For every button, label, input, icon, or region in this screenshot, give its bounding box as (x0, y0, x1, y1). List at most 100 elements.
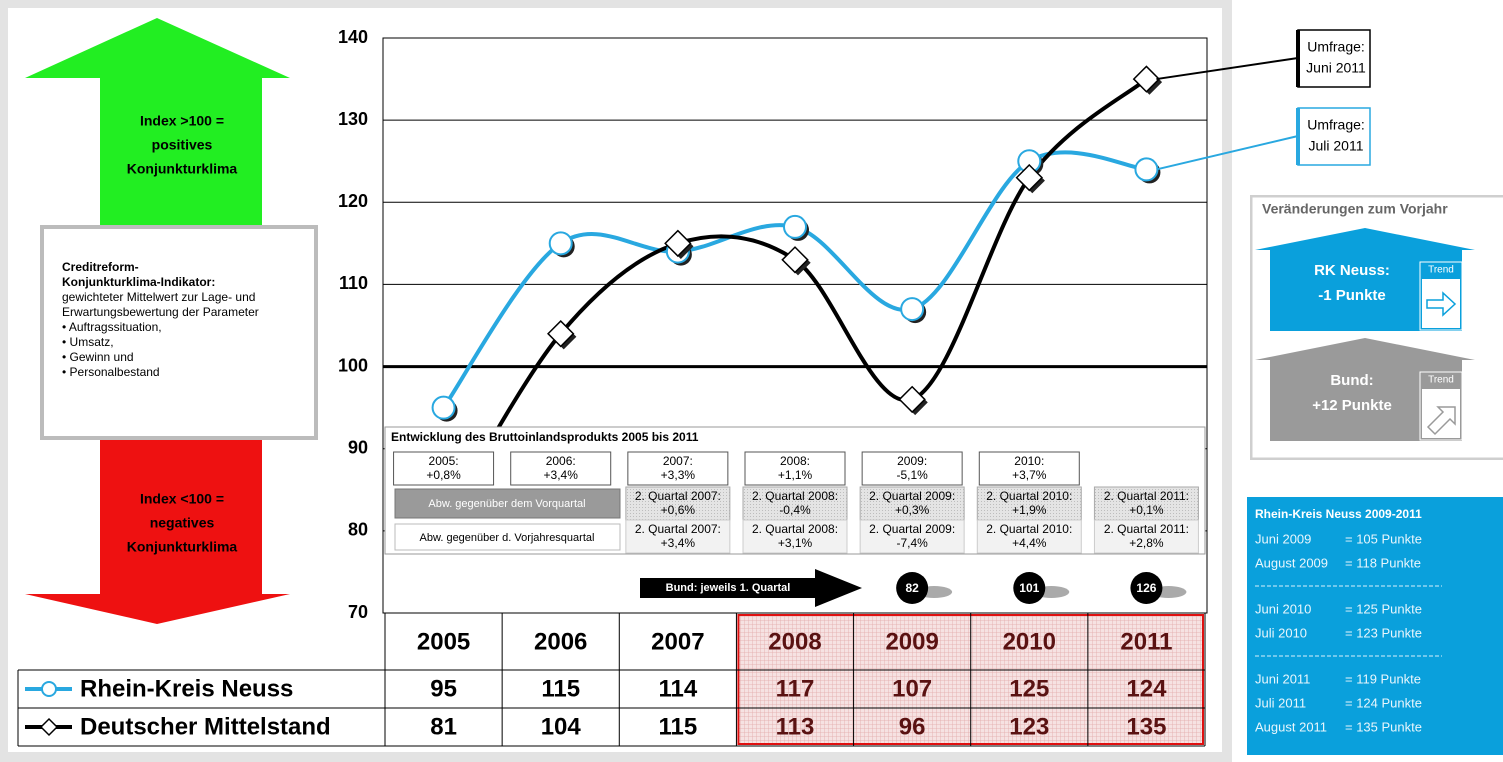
info-title: Creditreform- (62, 260, 139, 274)
gdp-quarter-label: 2. Quartal 2011: (1104, 489, 1189, 503)
info-line: gewichteter Mittelwert zur Lage- und (62, 290, 255, 304)
quarter-label: Abw. gegenüber dem Vorquartal (428, 498, 585, 510)
bund-value: 82 (905, 581, 919, 595)
gdp-yoy-value: +3,1% (778, 536, 813, 550)
gdp-annual-box (744, 451, 846, 486)
y-tick-label: 100 (338, 355, 368, 375)
point (1015, 163, 1043, 192)
point (1134, 157, 1159, 182)
gdp-annual-value: +1,1% (778, 468, 813, 482)
info-title: Konjunkturklima-Indikator: (62, 275, 215, 289)
zone-label: Konjunkturklima (127, 161, 238, 177)
survey-date: Juli 2010 (1255, 625, 1307, 640)
callout-line (1156, 57, 1299, 81)
yoy-label: Abw. gegenüber d. Vorjahresquartal (420, 532, 595, 544)
y-tick-label: 80 (348, 520, 368, 540)
x-tick-label: 2011 (1120, 628, 1172, 655)
bund-circle (1013, 572, 1046, 604)
survey-value: = 105 Punkte (1345, 531, 1422, 546)
info-line: • Personalbestand (62, 365, 160, 379)
y-tick-label: 90 (348, 437, 368, 457)
table-value: 81 (430, 713, 457, 740)
gdp-annual-label: 2009: (897, 454, 927, 468)
y-tick-label: 70 (348, 602, 368, 622)
gdp-quarter-value: +1,9% (1012, 503, 1047, 517)
survey-date: August 2011 (1255, 719, 1327, 734)
gdp-annual-value: +3,4% (544, 468, 579, 482)
table-value: 125 (1009, 675, 1049, 702)
point (898, 385, 926, 414)
zone-label: Konjunkturklima (127, 539, 238, 555)
survey-date: August 2009 (1255, 555, 1328, 570)
gdp-quarter-box (859, 486, 965, 521)
yoy-label-box (394, 523, 621, 551)
zone-label: positives (152, 137, 213, 153)
positive-arrow (25, 18, 290, 230)
gdp-yoy-value: -7,4% (896, 536, 928, 550)
callout-text: Juni 2011 (1306, 60, 1366, 76)
gdp-quarter-value: +0,3% (895, 503, 930, 517)
gdp-annual-label: 2006: (546, 454, 576, 468)
trend-label: Trend (1428, 265, 1454, 276)
gdp-quarter-label: 2. Quartal 2008: (752, 489, 838, 503)
table-value: 107 (892, 675, 932, 702)
point (664, 229, 692, 258)
gdp-quarter-label: 2. Quartal 2009: (869, 489, 955, 503)
change-text: +12 Punkte (1312, 397, 1392, 414)
table-value: 113 (776, 713, 815, 740)
gdp-annual-value: +0,8% (426, 468, 461, 482)
gdp-yoy-value: +4,4% (1012, 536, 1047, 550)
y-tick-label: 120 (338, 191, 368, 211)
gdp-quarter-box (976, 486, 1082, 521)
survey-value: = 119 Punkte (1345, 671, 1421, 686)
survey-date: Juni 2011 (1255, 671, 1310, 686)
gdp-quarter-box (1093, 486, 1199, 521)
table-value: 117 (776, 675, 815, 702)
callout-text: Umfrage: (1307, 39, 1365, 55)
change-text: RK Neuss: (1314, 262, 1390, 279)
gdp-annual-label: 2010: (1014, 454, 1044, 468)
callout-box (1297, 29, 1371, 88)
point (900, 297, 925, 322)
legend-label: Deutscher Mittelstand (80, 713, 331, 740)
x-tick-label: 2008 (768, 628, 821, 655)
y-tick-label: 130 (338, 109, 368, 129)
bund-value: 126 (1136, 581, 1156, 595)
survey-title: Rhein-Kreis Neuss 2009-2011 (1255, 507, 1422, 521)
point (548, 231, 573, 256)
callout-text: Umfrage: (1307, 117, 1365, 133)
point (431, 395, 456, 420)
gdp-yoy-label: 2. Quartal 2007: (635, 522, 721, 536)
gdp-annual-box (861, 451, 963, 486)
gdp-yoy-box (742, 519, 848, 554)
legend-label: Rhein-Kreis Neuss (80, 675, 293, 702)
gdp-yoy-label: 2. Quartal 2009: (869, 522, 955, 536)
gdp-yoy-label: 2. Quartal 2011: (1104, 522, 1189, 536)
gdp-quarter-label: 2. Quartal 2010: (986, 489, 1072, 503)
change-text: Bund: (1330, 372, 1373, 389)
table-value: 115 (658, 713, 697, 740)
table-value: 123 (1009, 713, 1049, 740)
table-value: 104 (541, 713, 582, 740)
bund-circle (1130, 572, 1163, 604)
legend-marker (39, 717, 59, 737)
gdp-quarter-box (625, 486, 731, 521)
x-tick-label: 2005 (417, 628, 470, 655)
y-tick-label: 140 (338, 27, 368, 47)
survey-value: = 124 Punkte (1345, 695, 1422, 710)
survey-value: = 123 Punkte (1345, 625, 1422, 640)
info-line: • Umsatz, (62, 335, 114, 349)
change-text: -1 Punkte (1318, 287, 1386, 304)
zone-label: negatives (150, 515, 215, 531)
gdp-annual-label: 2008: (780, 454, 810, 468)
zone-label: Index <100 = (140, 491, 224, 507)
changes-title: Veränderungen zum Vorjahr (1262, 201, 1448, 217)
gdp-annual-box (393, 451, 495, 486)
point (781, 246, 809, 274)
bund-arrow (640, 569, 862, 607)
survey-value: = 125 Punkte (1345, 601, 1422, 616)
gdp-annual-label: 2007: (663, 454, 693, 468)
survey-value: = 118 Punkte (1345, 555, 1421, 570)
table-value: 114 (658, 675, 697, 702)
gdp-quarter-label: 2. Quartal 2007: (635, 489, 721, 503)
